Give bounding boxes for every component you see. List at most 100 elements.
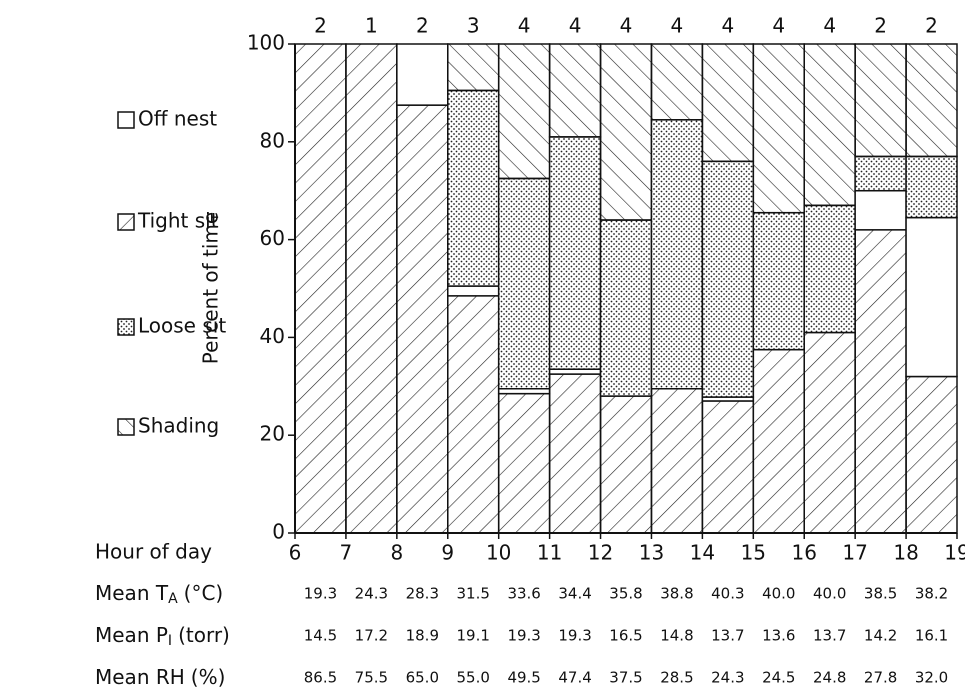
table-value: 18.9 — [406, 627, 439, 645]
table-value: 34.4 — [558, 585, 591, 603]
sample-size: 2 — [314, 14, 327, 38]
table-value: 24.3 — [711, 669, 744, 687]
x-tick-label: 12 — [588, 541, 613, 565]
bar-segment — [447, 43, 500, 92]
table-value: 19.1 — [457, 627, 490, 645]
table-value: 75.5 — [355, 669, 388, 687]
legend-swatch — [117, 111, 135, 129]
y-axis-label: Percent of time — [199, 212, 223, 364]
row-subscript: A — [168, 591, 178, 607]
table-value: 13.6 — [762, 627, 795, 645]
bar-segment — [650, 43, 704, 121]
table-value: 24.5 — [762, 669, 795, 687]
x-axis-label: Hour of day — [95, 540, 212, 564]
bar-segment — [803, 331, 856, 534]
legend-swatch — [117, 213, 135, 231]
sample-size: 2 — [925, 14, 938, 38]
legend-swatch — [117, 318, 135, 336]
bar-segment — [854, 189, 907, 231]
bar-segment — [497, 43, 551, 180]
bar-segment — [599, 43, 653, 221]
bar-segment — [701, 160, 755, 398]
table-value: 49.5 — [507, 669, 540, 687]
bar-segment — [447, 285, 500, 297]
bar-segment — [396, 104, 449, 534]
table-value: 16.5 — [609, 627, 642, 645]
table-value: 32.0 — [915, 669, 948, 687]
table-value: 14.5 — [304, 627, 337, 645]
y-tick-label: 20 — [260, 422, 285, 446]
sample-size: 4 — [671, 14, 684, 38]
bar-segment — [447, 89, 500, 287]
bar-segment — [854, 43, 907, 158]
table-value: 28.5 — [660, 669, 693, 687]
legend-label: Off nest — [138, 107, 217, 131]
bar-segment — [752, 348, 805, 534]
x-tick-label: 13 — [639, 541, 664, 565]
y-tick-label: 0 — [272, 520, 285, 544]
table-value: 24.8 — [813, 669, 846, 687]
bar-segment — [905, 375, 958, 534]
bar-segment — [497, 392, 551, 534]
bar-segment — [752, 211, 805, 351]
x-tick-label: 17 — [842, 541, 867, 565]
row-unit: (torr) — [178, 623, 230, 647]
table-value: 55.0 — [457, 669, 490, 687]
table-value: 38.5 — [864, 585, 897, 603]
bar-segment — [854, 155, 907, 192]
table-value: 17.2 — [355, 627, 388, 645]
table-value: 65.0 — [406, 669, 439, 687]
bar-segment — [345, 43, 398, 534]
x-tick-label: 10 — [486, 541, 511, 565]
bar-segment — [548, 136, 602, 370]
table-value: 33.6 — [507, 585, 540, 603]
bar-segment — [548, 43, 602, 138]
sample-size: 3 — [467, 14, 480, 38]
x-tick-label: 14 — [690, 541, 715, 565]
table-value: 19.3 — [558, 627, 591, 645]
legend-label: Shading — [138, 414, 219, 438]
x-tick-label: 11 — [537, 541, 562, 565]
x-tick-label: 9 — [441, 541, 454, 565]
table-value: 13.7 — [813, 627, 846, 645]
bar-segment — [650, 387, 704, 534]
table-value: 24.3 — [355, 585, 388, 603]
row-label: Mean RH — [95, 665, 185, 689]
x-tick-label: 8 — [390, 541, 403, 565]
y-tick-label: 40 — [260, 324, 285, 348]
table-row-label: Mean PI (torr) — [95, 623, 230, 650]
table-value: 47.4 — [558, 669, 591, 687]
x-tick-label: 6 — [289, 541, 302, 565]
sample-size: 2 — [416, 14, 429, 38]
row-unit: (%) — [191, 665, 226, 689]
table-value: 14.8 — [660, 627, 693, 645]
bar-segment — [447, 295, 500, 534]
table-value: 38.2 — [915, 585, 948, 603]
bar-segment — [599, 395, 653, 534]
table-value: 13.7 — [711, 627, 744, 645]
bar-segment — [854, 229, 907, 534]
bar-segment — [905, 43, 958, 158]
row-label: Mean P — [95, 623, 168, 647]
sample-size: 4 — [772, 14, 785, 38]
row-label: Mean T — [95, 581, 169, 605]
y-tick-label: 100 — [247, 31, 285, 55]
x-tick-label: 18 — [893, 541, 918, 565]
table-value: 19.3 — [304, 585, 337, 603]
bar-segment — [701, 43, 755, 163]
table-value: 19.3 — [507, 627, 540, 645]
y-tick-label: 60 — [260, 226, 285, 250]
table-value: 40.0 — [762, 585, 795, 603]
table-value: 40.3 — [711, 585, 744, 603]
table-value: 27.8 — [864, 669, 897, 687]
legend-swatch — [117, 418, 135, 436]
table-value: 38.8 — [660, 585, 693, 603]
x-tick-label: 16 — [792, 541, 817, 565]
row-subscript: I — [168, 633, 172, 649]
bar-segment — [294, 43, 347, 534]
bar-segment — [752, 43, 805, 214]
sample-size: 4 — [721, 14, 734, 38]
table-row-label: Mean RH (%) — [95, 665, 225, 689]
sample-size: 1 — [365, 14, 378, 38]
table-value: 16.1 — [915, 627, 948, 645]
